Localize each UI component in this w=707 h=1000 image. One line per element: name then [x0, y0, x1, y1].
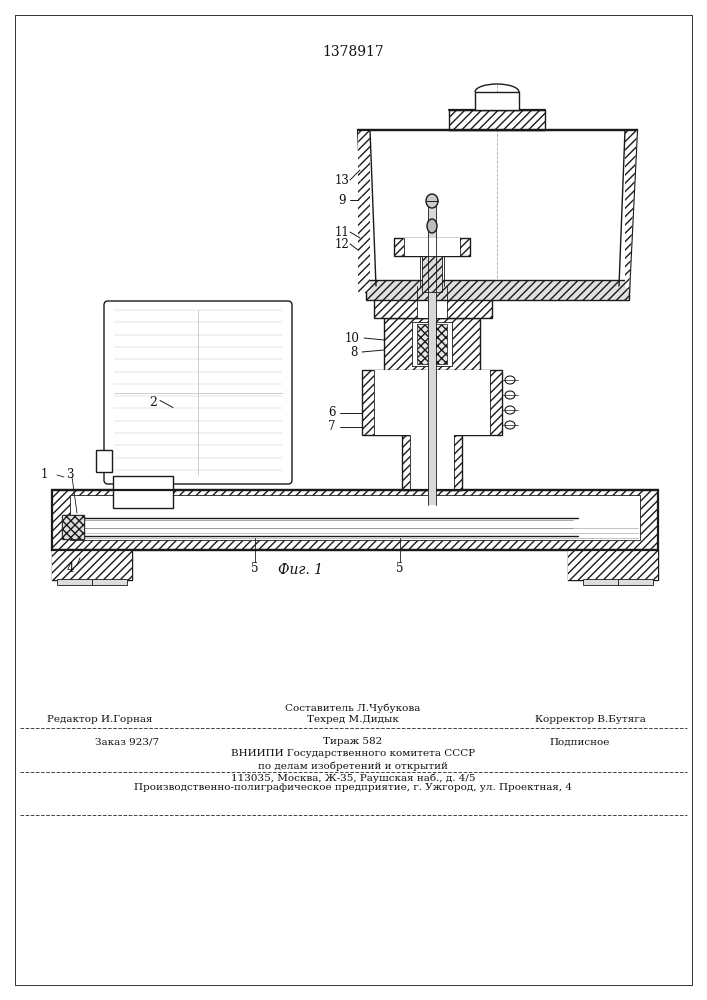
Bar — [618, 579, 653, 585]
Polygon shape — [358, 130, 637, 292]
Bar — [404, 238, 460, 256]
Bar — [412, 322, 452, 366]
Bar — [358, 130, 370, 292]
Bar — [52, 490, 658, 550]
Bar — [417, 286, 447, 318]
Bar — [390, 256, 474, 286]
Text: 7: 7 — [328, 420, 336, 434]
Ellipse shape — [505, 406, 515, 414]
Ellipse shape — [505, 421, 515, 429]
Text: Фиг. 1: Фиг. 1 — [278, 563, 322, 577]
Polygon shape — [625, 130, 637, 292]
Text: 1378917: 1378917 — [322, 45, 384, 59]
Bar — [70, 495, 640, 540]
Bar — [568, 550, 658, 580]
Text: 11: 11 — [334, 226, 349, 238]
Text: Производственно-полиграфическое предприятие, г. Ужгород, ул. Проектная, 4: Производственно-полиграфическое предприя… — [134, 782, 572, 792]
Text: 3: 3 — [66, 468, 74, 482]
Bar — [583, 579, 618, 585]
Text: 12: 12 — [334, 237, 349, 250]
Ellipse shape — [427, 219, 437, 233]
Text: 4: 4 — [66, 562, 74, 574]
Text: Подписное: Подписное — [550, 738, 610, 746]
Bar — [475, 92, 519, 110]
Text: 5: 5 — [251, 562, 259, 574]
Bar — [422, 256, 442, 292]
Bar — [420, 256, 444, 286]
Bar — [113, 476, 173, 508]
Bar — [568, 550, 658, 580]
Bar — [362, 370, 502, 435]
Ellipse shape — [505, 391, 515, 399]
Text: ВНИИПИ Государственного комитета СССР: ВНИИПИ Государственного комитета СССР — [231, 750, 475, 758]
Ellipse shape — [426, 194, 438, 208]
Bar — [52, 550, 132, 580]
Bar — [428, 196, 436, 505]
Bar — [417, 324, 447, 364]
Bar — [402, 435, 462, 490]
Bar — [62, 515, 84, 539]
Text: 2: 2 — [149, 396, 157, 409]
Bar — [57, 579, 92, 585]
Polygon shape — [62, 515, 84, 539]
Text: Корректор В.Бутяга: Корректор В.Бутяга — [534, 716, 645, 724]
Bar — [384, 318, 480, 370]
Polygon shape — [358, 130, 370, 292]
Text: 8: 8 — [350, 346, 358, 359]
Text: по делам изобретений и открытий: по делам изобретений и открытий — [258, 761, 448, 771]
Text: 6: 6 — [328, 406, 336, 420]
Bar — [366, 280, 629, 300]
FancyBboxPatch shape — [104, 301, 292, 484]
Text: 113035, Москва, Ж-35, Раушская наб., д. 4/5: 113035, Москва, Ж-35, Раушская наб., д. … — [230, 773, 475, 783]
Text: 1: 1 — [40, 468, 47, 482]
Bar — [449, 110, 545, 130]
Text: Редактор И.Горная: Редактор И.Горная — [47, 716, 153, 724]
Text: Заказ 923/7: Заказ 923/7 — [95, 738, 159, 746]
Bar — [410, 435, 454, 490]
Ellipse shape — [505, 376, 515, 384]
Text: Тираж 582: Тираж 582 — [323, 738, 382, 746]
Text: 10: 10 — [344, 332, 359, 344]
Text: 5: 5 — [396, 562, 404, 574]
Text: Составитель Л.Чубукова: Составитель Л.Чубукова — [286, 703, 421, 713]
Text: 9: 9 — [338, 194, 346, 207]
Bar — [374, 370, 490, 435]
Text: 13: 13 — [334, 174, 349, 186]
Text: Техред М.Дидык: Техред М.Дидык — [307, 716, 399, 724]
Bar — [394, 238, 470, 256]
Bar — [52, 550, 132, 580]
Bar — [92, 579, 127, 585]
Bar — [374, 286, 492, 318]
Bar — [96, 450, 112, 472]
